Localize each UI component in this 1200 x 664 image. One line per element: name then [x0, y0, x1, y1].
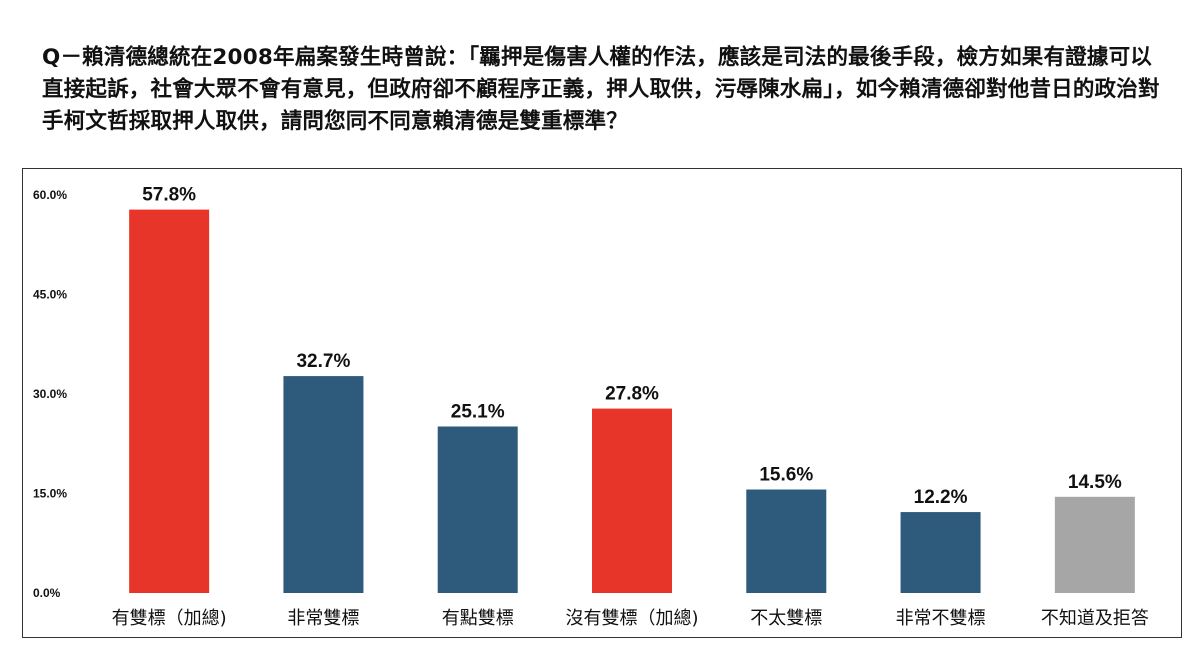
y-tick-label: 0.0% — [33, 586, 61, 600]
value-label: 32.7% — [296, 351, 350, 372]
bar — [746, 489, 827, 593]
bar — [1054, 496, 1135, 593]
value-label: 27.8% — [605, 384, 659, 405]
bar — [129, 209, 210, 594]
value-label: 14.5% — [1068, 472, 1122, 493]
y-tick-label: 15.0% — [33, 487, 67, 501]
chart-frame — [22, 168, 1182, 638]
bar — [592, 408, 672, 593]
value-label: 57.8% — [142, 185, 196, 206]
value-label: 25.1% — [451, 402, 505, 423]
category-label: 有雙標（加總) — [112, 608, 227, 629]
question-text: Q－賴清德總統在2008年扁案發生時曾說：「羈押是傷害人權的作法，應該是司法的最… — [42, 45, 1160, 134]
bar — [900, 512, 981, 593]
category-label: 有點雙標 — [442, 608, 514, 629]
category-label: 非常雙標 — [287, 608, 359, 629]
bar — [437, 426, 518, 593]
value-label: 15.6% — [759, 465, 813, 486]
y-tick-label: 60.0% — [33, 188, 67, 202]
category-label: 沒有雙標（加總) — [565, 608, 698, 629]
category-label: 非常不雙標 — [896, 608, 986, 629]
bar — [283, 376, 364, 593]
category-label: 不知道及拒答 — [1041, 608, 1149, 629]
y-tick-label: 30.0% — [33, 387, 67, 401]
value-label: 12.2% — [914, 487, 968, 508]
y-tick-label: 45.0% — [33, 288, 67, 302]
category-label: 不太雙標 — [750, 608, 822, 629]
